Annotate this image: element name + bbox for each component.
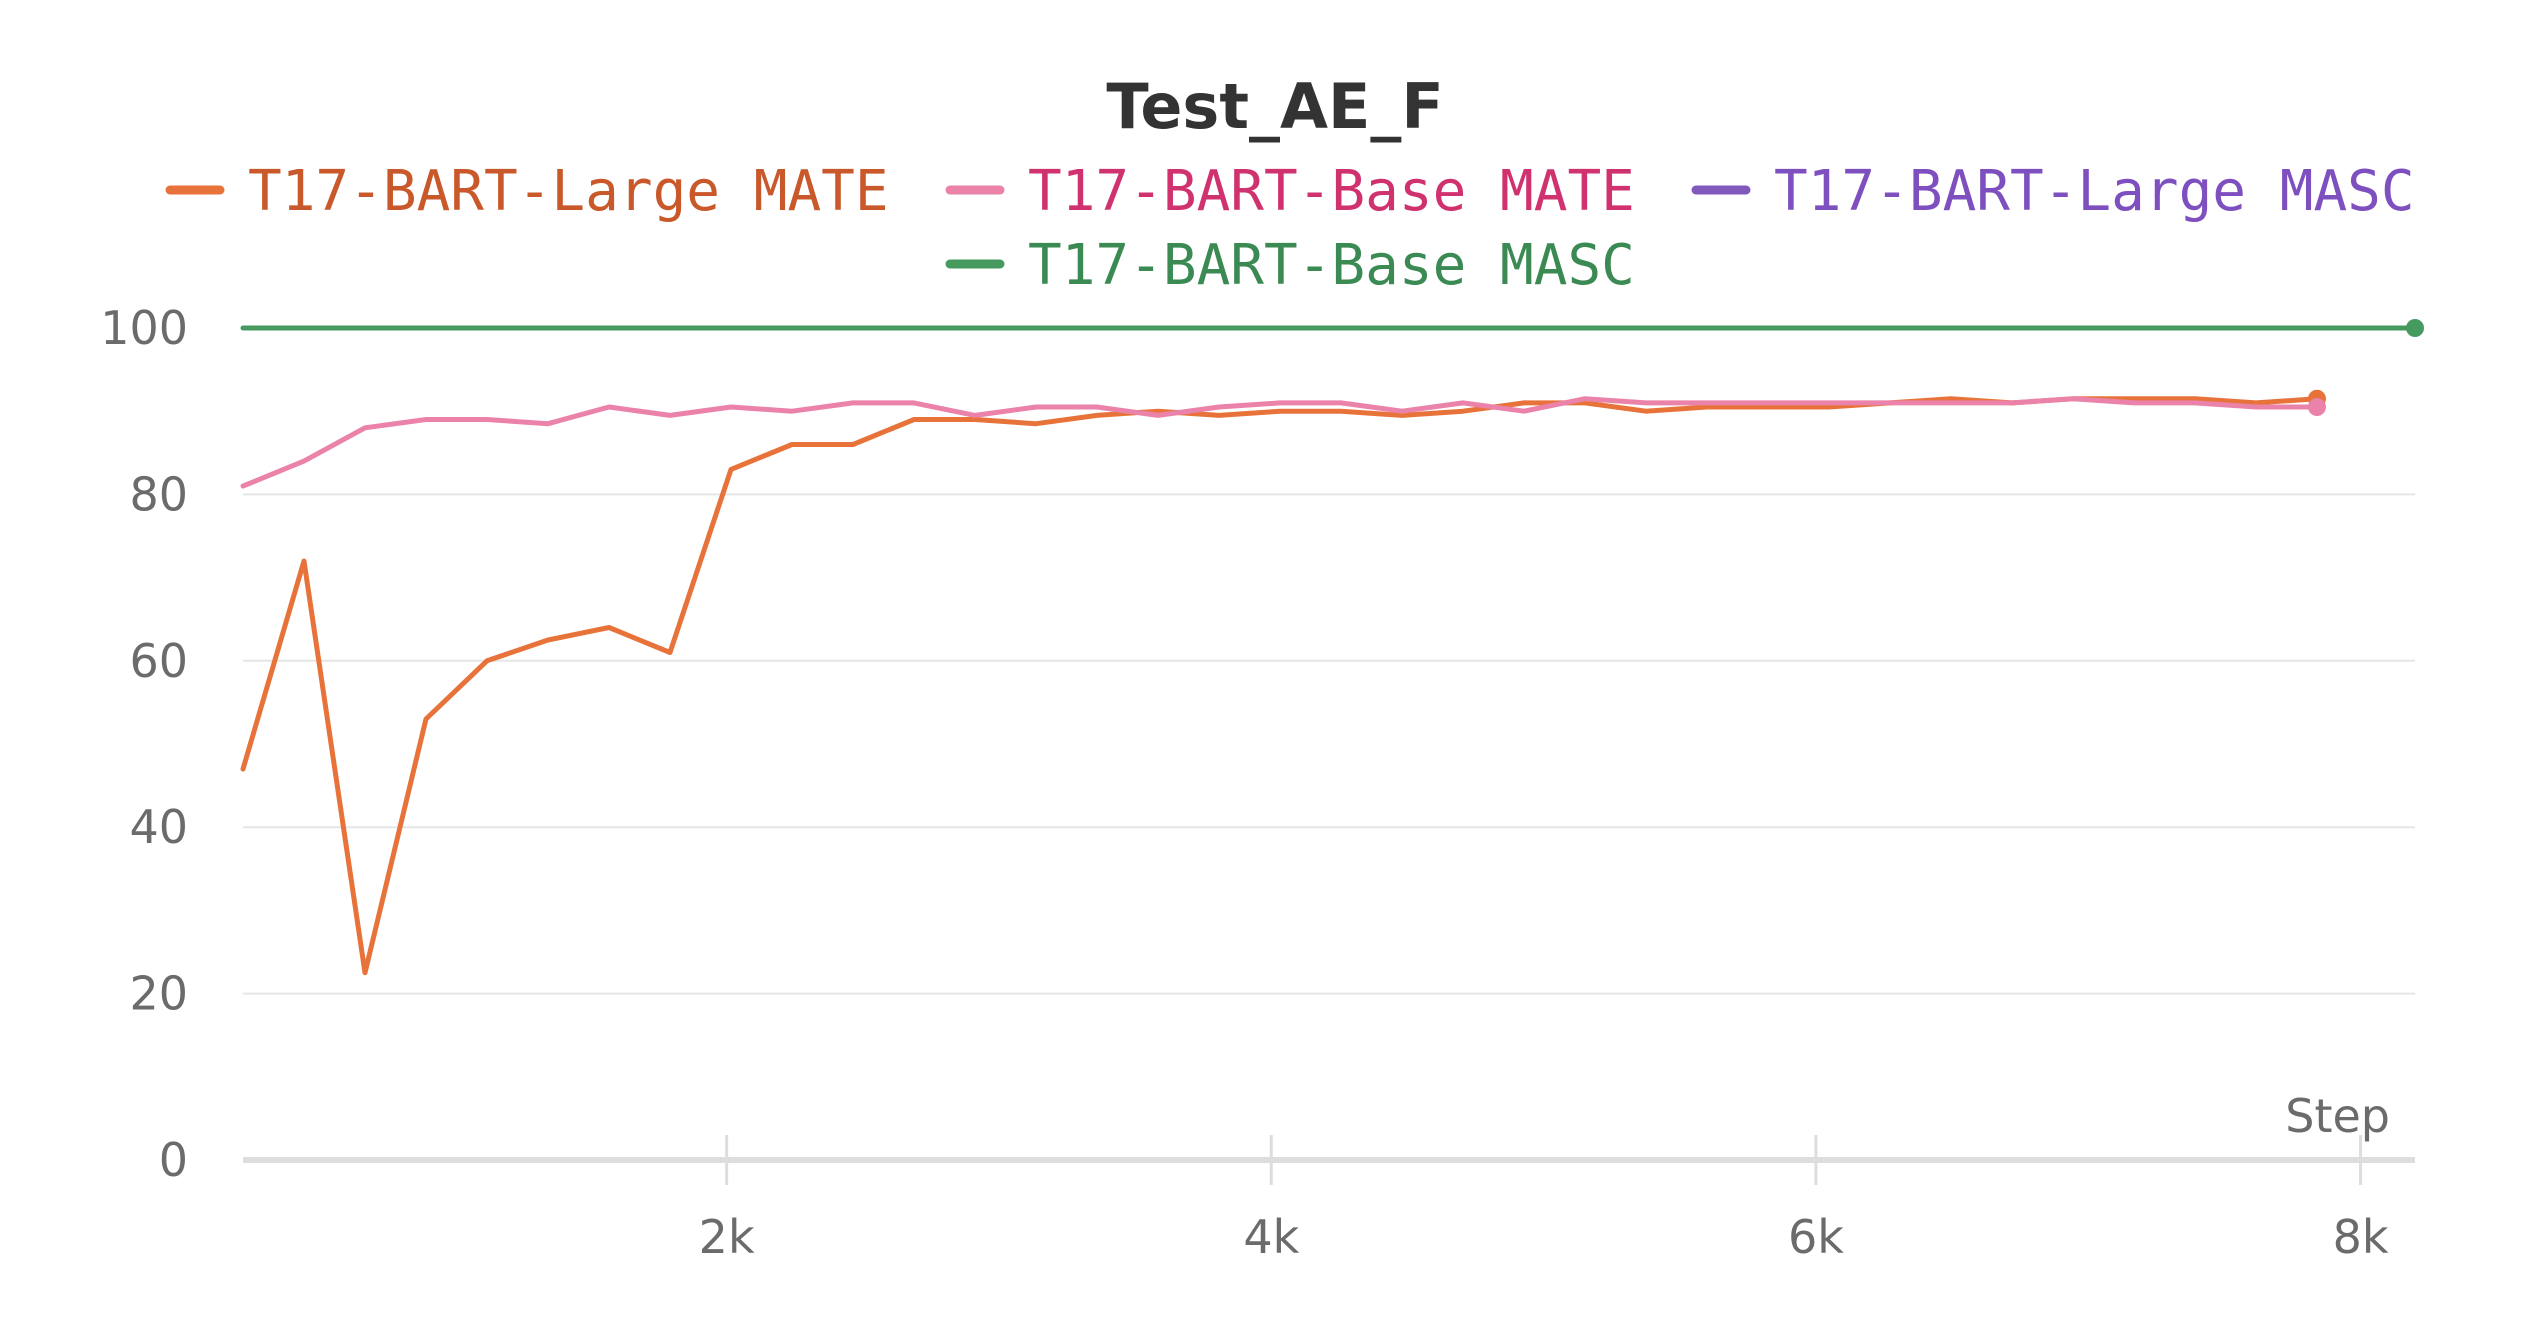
legend-label-3: T17-BART-Base MASC	[1028, 233, 1635, 298]
x-axis-title: Step	[2285, 1089, 2390, 1143]
y-tick-label-100: 100	[100, 301, 188, 355]
series-line-1	[240, 396, 2320, 489]
grid	[243, 327, 2415, 995]
chart-title: Test_AE_F	[1106, 70, 1443, 143]
x-tick-label-2000: 2k	[699, 1210, 755, 1264]
x-tick-label-8000: 8k	[2333, 1210, 2389, 1264]
y-tick-label-40: 40	[129, 800, 188, 854]
y-tick-label-20: 20	[129, 967, 188, 1021]
series-line-0	[240, 396, 2320, 976]
series-layer	[240, 319, 2424, 976]
x-tick-label-4000: 4k	[1243, 1210, 1299, 1264]
x-axis: 2k 4k 6k 8k	[243, 1135, 2415, 1264]
legend-label-1: T17-BART-Base MATE	[1028, 159, 1635, 224]
legend-label-0: T17-BART-Large MATE	[248, 159, 889, 224]
legend: T17-BART-Large MATE T17-BART-Base MATE T17…	[165, 159, 2415, 298]
y-tick-label-80: 80	[129, 467, 188, 521]
x-tick-label-6000: 6k	[1788, 1210, 1844, 1264]
series-end-marker-3	[2406, 319, 2424, 337]
y-tick-label-0: 0	[159, 1133, 188, 1187]
y-tick-label-60: 60	[129, 634, 188, 688]
series-end-marker-1	[2307, 398, 2326, 417]
y-axis: 0 20 40 60 80 100	[100, 301, 188, 1187]
legend-label-2: T17-BART-Large MASC	[1774, 159, 2415, 224]
